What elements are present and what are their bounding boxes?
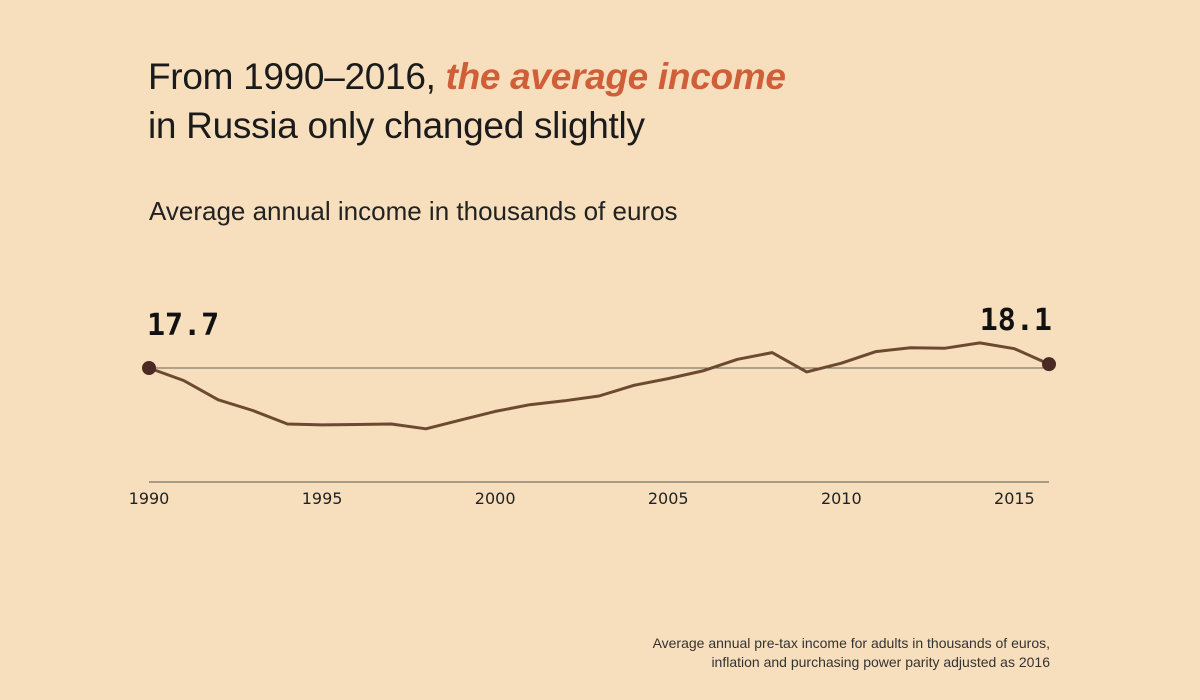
x-tick-label: 2005 [648, 489, 689, 508]
chart-subtitle: Average annual income in thousands of eu… [149, 196, 678, 226]
footnote-line1: Average annual pre-tax income for adults… [652, 635, 1050, 651]
end-point [1042, 357, 1056, 372]
x-tick-label: 2000 [475, 489, 516, 508]
end-value-label: 18.1 [980, 303, 1052, 338]
start-point [142, 361, 156, 375]
income-series-line [147, 341, 1051, 431]
start-value-label: 17.7 [147, 308, 219, 343]
footnote-line2: inflation and purchasing power parity ad… [711, 654, 1050, 670]
x-tick-label: 1995 [302, 489, 343, 508]
chart-title: From 1990–2016, the average income in Ru… [148, 52, 786, 150]
footnote: Average annual pre-tax income for adults… [653, 634, 1050, 672]
x-tick-label: 2010 [821, 489, 862, 508]
title-line2: in Russia only changed slightly [148, 105, 645, 146]
x-tick-label: 1990 [129, 489, 170, 508]
title-prefix: From 1990–2016, [148, 56, 446, 97]
title-highlight: the average income [445, 56, 786, 97]
x-tick-label: 2015 [994, 489, 1035, 508]
